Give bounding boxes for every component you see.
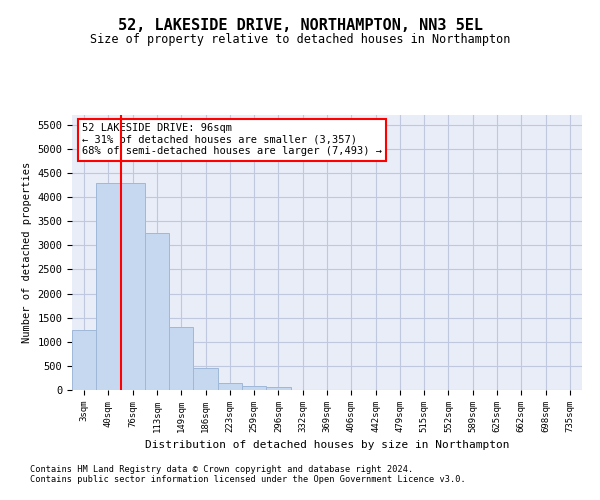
Bar [72,330,96,390]
Text: 52 LAKESIDE DRIVE: 96sqm
← 31% of detached houses are smaller (3,357)
68% of sem: 52 LAKESIDE DRIVE: 96sqm ← 31% of detach… [82,123,382,156]
Text: Size of property relative to detached houses in Northampton: Size of property relative to detached ho… [90,32,510,46]
X-axis label: Distribution of detached houses by size in Northampton: Distribution of detached houses by size … [145,440,509,450]
Bar [193,368,218,390]
Bar [169,328,193,390]
Text: Contains public sector information licensed under the Open Government Licence v3: Contains public sector information licen… [30,476,466,484]
Bar [242,386,266,390]
Bar [266,388,290,390]
Text: 52, LAKESIDE DRIVE, NORTHAMPTON, NN3 5EL: 52, LAKESIDE DRIVE, NORTHAMPTON, NN3 5EL [118,18,482,32]
Text: Contains HM Land Registry data © Crown copyright and database right 2024.: Contains HM Land Registry data © Crown c… [30,466,413,474]
Y-axis label: Number of detached properties: Number of detached properties [22,162,32,343]
Bar [145,233,169,390]
Bar [121,182,145,390]
Bar [96,182,121,390]
Bar [218,383,242,390]
